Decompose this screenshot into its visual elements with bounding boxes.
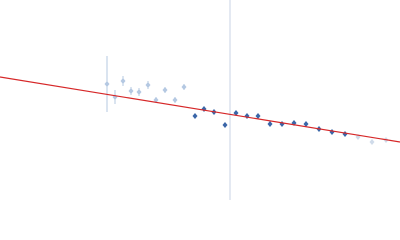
data-point bbox=[255, 113, 261, 119]
data-point bbox=[172, 97, 178, 103]
data-point bbox=[192, 113, 198, 119]
data-point bbox=[181, 84, 187, 90]
chart bbox=[0, 0, 400, 200]
data-point bbox=[120, 78, 126, 84]
data-point bbox=[153, 97, 159, 103]
data-point bbox=[128, 88, 134, 94]
data-point bbox=[201, 106, 207, 112]
data-point bbox=[136, 89, 142, 95]
data-point bbox=[145, 82, 151, 88]
data-point bbox=[267, 121, 273, 127]
data-point bbox=[244, 113, 250, 119]
data-point bbox=[329, 129, 335, 135]
fit-line bbox=[0, 76, 400, 143]
data-point bbox=[342, 131, 348, 137]
data-point bbox=[104, 81, 110, 87]
data-point bbox=[279, 121, 285, 127]
data-point bbox=[162, 87, 168, 93]
data-point bbox=[369, 139, 375, 145]
data-point bbox=[233, 110, 239, 116]
data-point bbox=[303, 121, 309, 127]
data-point bbox=[222, 122, 228, 128]
